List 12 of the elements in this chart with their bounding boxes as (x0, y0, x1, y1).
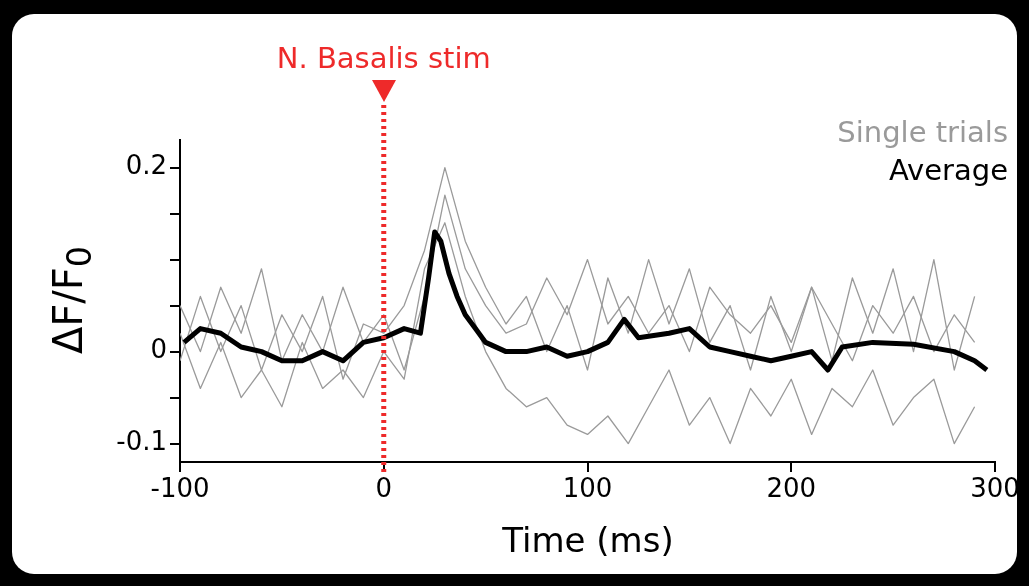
y-tick-label: -0.1 (116, 426, 167, 457)
x-tick-label: -100 (150, 473, 210, 504)
x-tick-label: 300 (970, 473, 1020, 504)
x-tick-label: 200 (766, 473, 817, 504)
ref-line-label: N. Basalis stim (276, 41, 491, 75)
x-tick-label: 100 (562, 473, 613, 504)
x-tick-label: 0 (375, 473, 393, 504)
text: Average (888, 153, 1008, 188)
text: Single trials (837, 115, 1008, 150)
x-axis-title: Time (ms) (502, 520, 674, 560)
y-tick-label: 0 (150, 334, 167, 365)
y-tick-label: 0.2 (125, 150, 167, 181)
